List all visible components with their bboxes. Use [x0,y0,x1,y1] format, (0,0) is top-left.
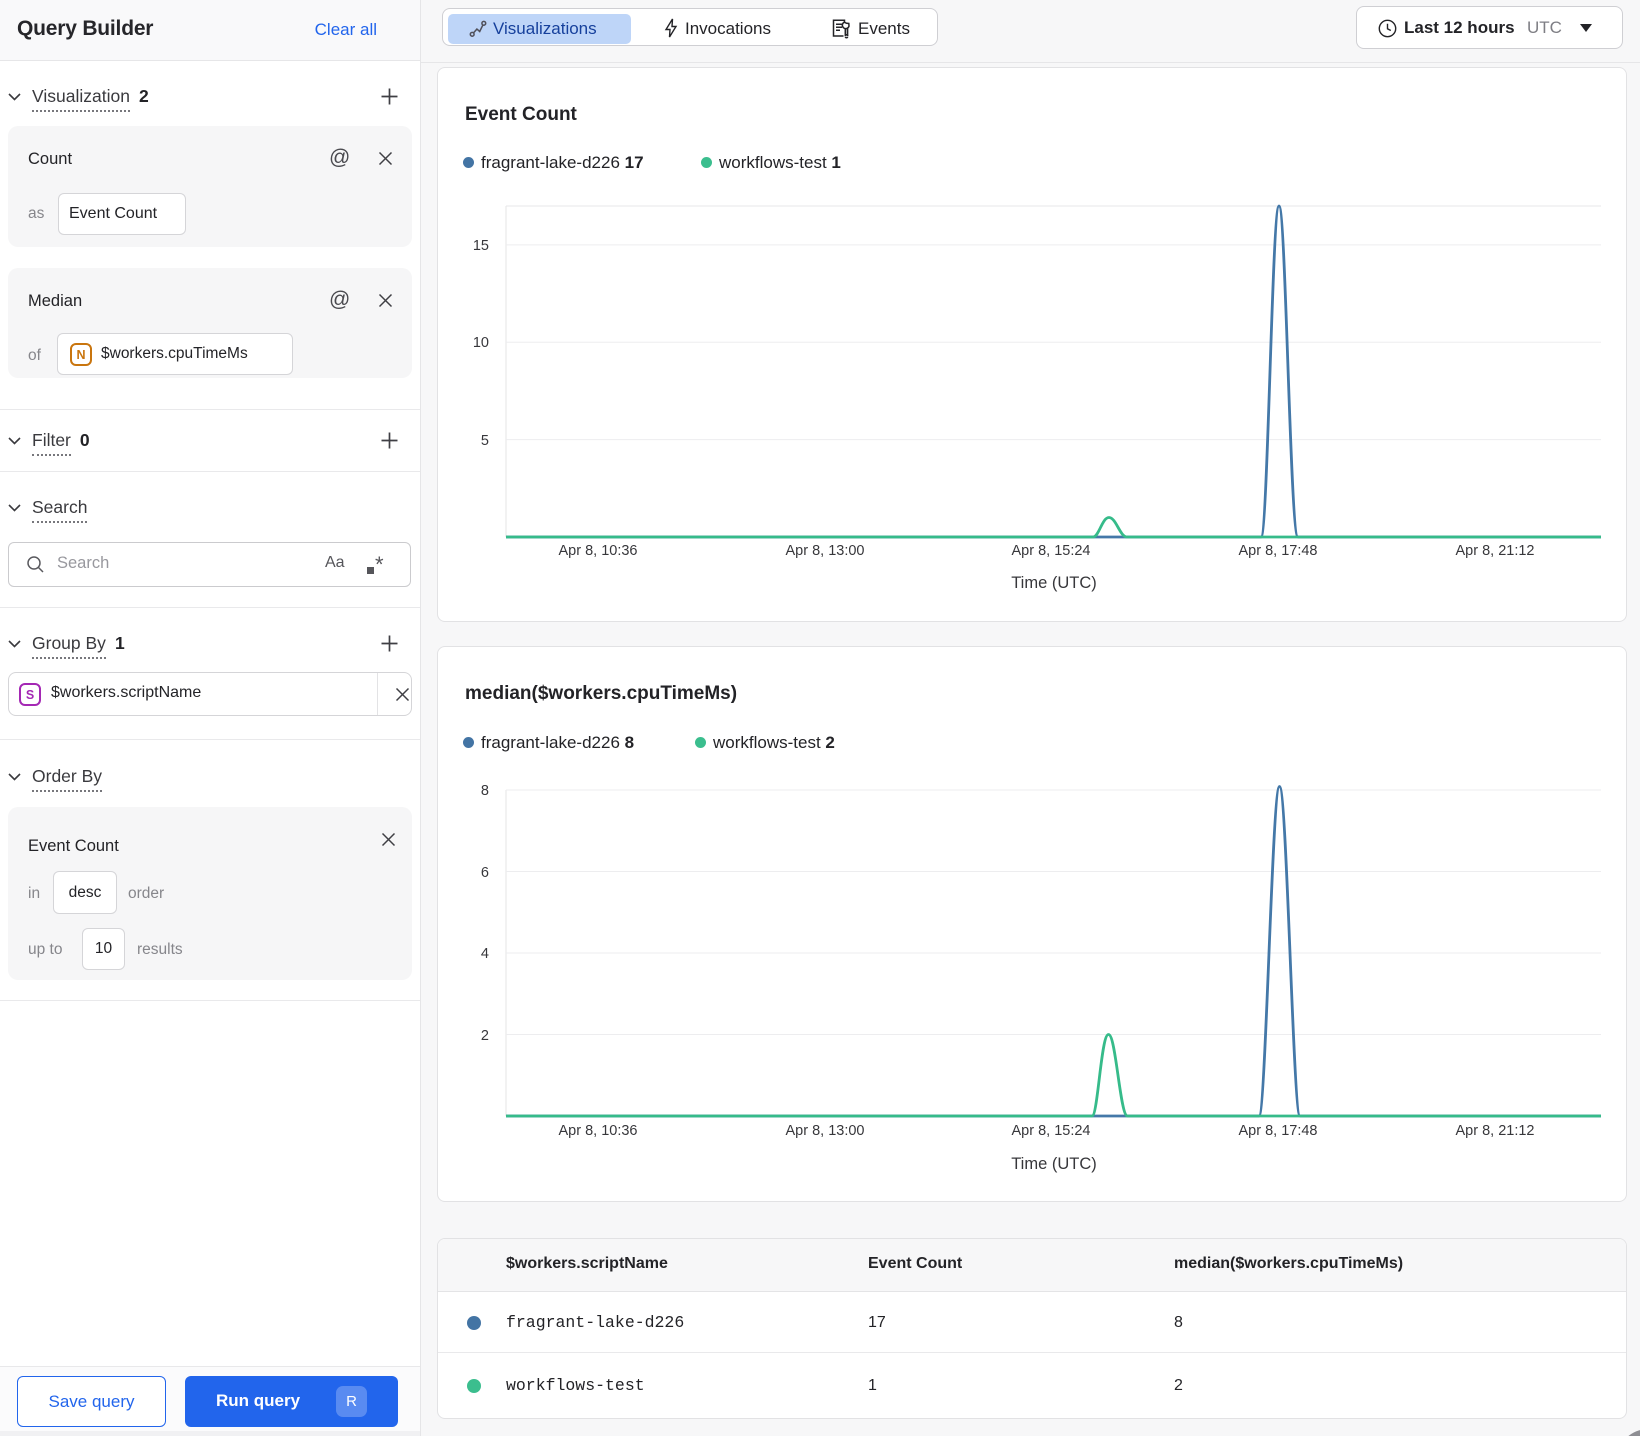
svg-text:2: 2 [481,1028,489,1044]
svg-text:6: 6 [481,865,489,881]
svg-text:5: 5 [481,433,489,449]
svg-text:Apr 8, 10:36: Apr 8, 10:36 [559,1123,638,1139]
svg-text:4: 4 [481,946,489,962]
svg-text:Apr 8, 17:48: Apr 8, 17:48 [1239,1123,1318,1139]
svg-text:10: 10 [473,335,489,351]
svg-text:Apr 8, 13:00: Apr 8, 13:00 [786,543,865,559]
svg-text:*: * [375,553,384,577]
svg-text:Apr 8, 10:36: Apr 8, 10:36 [559,543,638,559]
svg-text:Apr 8, 15:24: Apr 8, 15:24 [1012,543,1091,559]
svg-text:Apr 8, 17:48: Apr 8, 17:48 [1239,543,1318,559]
svg-text:Time (UTC): Time (UTC) [1011,1155,1097,1173]
svg-text:Apr 8, 13:00: Apr 8, 13:00 [786,1123,865,1139]
svg-text:8: 8 [481,783,489,799]
svg-text:Apr 8, 21:12: Apr 8, 21:12 [1456,1123,1535,1139]
svg-text:Apr 8, 15:24: Apr 8, 15:24 [1012,1123,1091,1139]
svg-text:Apr 8, 21:12: Apr 8, 21:12 [1456,543,1535,559]
svg-text:15: 15 [473,238,489,254]
svg-text:Time (UTC): Time (UTC) [1011,574,1097,592]
